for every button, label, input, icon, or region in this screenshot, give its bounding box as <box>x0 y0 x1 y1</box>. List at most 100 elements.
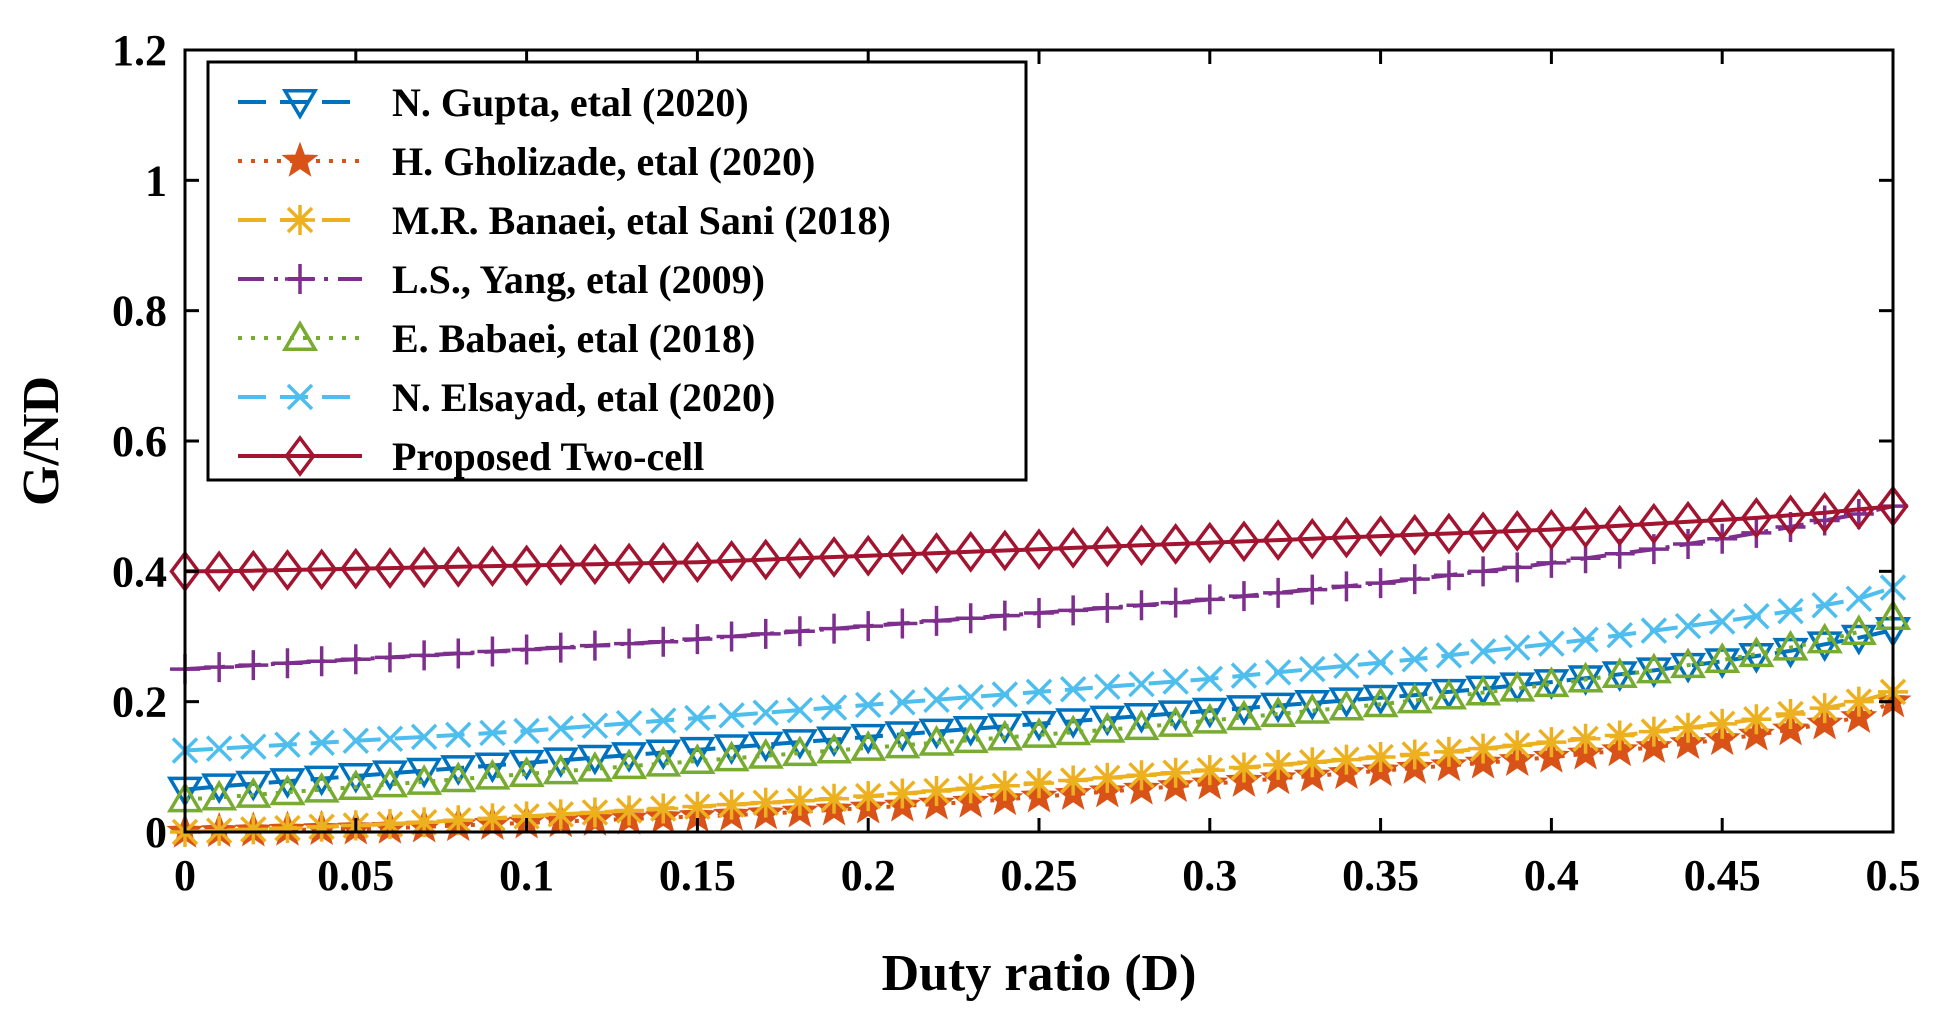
data-point <box>1806 622 1843 654</box>
data-point <box>1467 511 1499 554</box>
data-point <box>615 709 643 737</box>
data-point <box>1364 515 1397 558</box>
data-point <box>1162 668 1189 695</box>
data-point <box>853 781 884 812</box>
legend-entry-6: N. Elsayad, etal (2020) <box>238 375 775 420</box>
legend-label: M.R. Banaei, etal Sani (2018) <box>392 198 891 243</box>
data-point <box>784 785 815 816</box>
data-point <box>1430 678 1467 710</box>
legend-marker <box>281 141 319 177</box>
legend-marker <box>285 264 315 294</box>
data-point <box>1092 592 1123 623</box>
data-point <box>440 755 477 786</box>
data-point <box>545 543 577 586</box>
series-4 <box>170 491 1908 685</box>
data-point <box>682 791 713 822</box>
data-point <box>1638 716 1669 747</box>
data-point <box>918 718 955 750</box>
data-point <box>1669 652 1707 684</box>
data-point <box>614 628 645 659</box>
data-point <box>952 716 989 747</box>
data-point <box>1023 528 1055 571</box>
data-point <box>337 762 374 794</box>
data-point <box>1228 752 1259 783</box>
data-point <box>986 719 1023 751</box>
data-point <box>1055 708 1092 739</box>
data-point <box>1025 678 1053 706</box>
data-point <box>1811 591 1838 619</box>
data-point <box>1536 727 1567 758</box>
data-point <box>1297 574 1328 605</box>
data-point <box>1331 744 1362 775</box>
data-point <box>238 814 269 845</box>
data-point <box>747 731 784 763</box>
x-tick-label: 0.15 <box>659 851 736 900</box>
data-point <box>1020 717 1058 748</box>
legend-label: N. Elsayad, etal (2020) <box>392 375 775 420</box>
data-point <box>886 533 919 576</box>
data-point <box>340 644 371 675</box>
data-point <box>1740 496 1773 539</box>
data-point <box>752 699 779 726</box>
legend-marker <box>285 205 315 235</box>
data-point <box>921 775 952 806</box>
data-point <box>1362 686 1399 718</box>
data-point <box>303 765 340 797</box>
data-point <box>1331 571 1362 602</box>
data-point <box>1435 642 1463 669</box>
data-point <box>1674 612 1702 640</box>
data-point <box>409 807 440 838</box>
data-point <box>1128 670 1155 698</box>
legend: N. Gupta, etal (2020) H. Gholizade, etal … <box>206 60 1028 482</box>
data-point <box>853 611 884 642</box>
series-layer <box>166 485 1912 848</box>
x-tick-label: 0 <box>174 851 196 900</box>
data-point <box>579 797 610 828</box>
legend-entry-2: H. Gholizade, etal (2020) <box>238 139 815 184</box>
data-point <box>1604 720 1635 751</box>
data-point <box>923 686 950 713</box>
data-point <box>1196 665 1224 693</box>
data-point <box>337 769 374 801</box>
data-point <box>445 721 472 749</box>
data-point <box>1706 498 1738 541</box>
data-point <box>713 734 750 765</box>
data-point <box>1365 742 1396 773</box>
data-point <box>306 646 337 677</box>
data-point <box>1399 513 1431 556</box>
data-point <box>645 739 682 771</box>
data-point <box>1333 652 1360 680</box>
data-point <box>374 642 405 673</box>
data-point <box>508 756 545 788</box>
data-point <box>713 740 750 772</box>
data-point <box>508 749 545 781</box>
data-point <box>1604 504 1636 547</box>
data-point <box>1228 520 1260 563</box>
data-point <box>1843 686 1874 717</box>
data-point <box>545 632 576 663</box>
data-point <box>1263 577 1294 608</box>
data-point <box>1089 711 1126 743</box>
data-point <box>371 760 409 792</box>
data-point <box>1499 670 1536 702</box>
data-point <box>1159 523 1192 565</box>
data-point <box>852 534 884 577</box>
data-point <box>815 732 853 764</box>
y-tick-label: 0.2 <box>112 678 167 727</box>
data-point <box>269 774 306 806</box>
data-point <box>718 702 745 729</box>
x-tick-label: 0.35 <box>1342 851 1419 900</box>
data-point <box>850 730 887 761</box>
legend-box <box>206 60 1028 482</box>
data-point <box>201 773 238 805</box>
data-point <box>581 712 609 740</box>
data-point <box>854 691 882 719</box>
data-point <box>1772 637 1809 669</box>
data-point <box>611 748 648 780</box>
data-point <box>1157 700 1194 732</box>
data-point <box>1669 647 1707 679</box>
data-point <box>989 600 1020 631</box>
data-point <box>1468 556 1499 587</box>
data-point <box>1094 673 1121 700</box>
